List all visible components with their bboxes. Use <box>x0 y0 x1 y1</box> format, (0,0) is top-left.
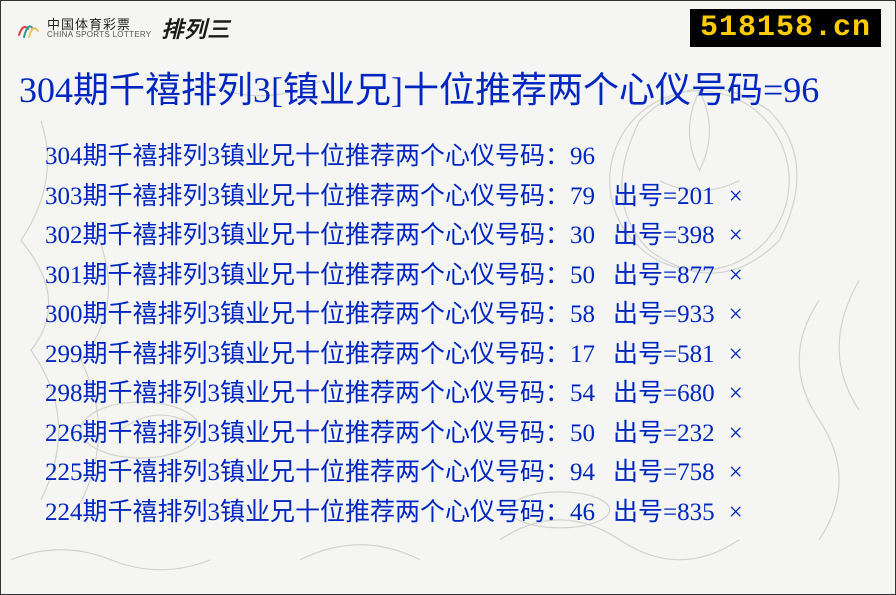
picks-value: 50 <box>570 420 595 447</box>
history-list: 304期千禧排列3镇业兄十位推荐两个心仪号码：96303期千禧排列3镇业兄十位推… <box>1 119 895 532</box>
logo-english-label: CHINA SPORTS LOTTERY <box>47 31 151 39</box>
history-row: 226期千禧排列3镇业兄十位推荐两个心仪号码：50 出号=232 × <box>45 414 895 454</box>
hit-mark: × <box>729 420 743 447</box>
result-value: 201 <box>677 183 715 210</box>
issue-number: 299 <box>45 341 83 368</box>
result-label: 出号= <box>613 183 677 210</box>
result-label: 出号= <box>613 459 677 486</box>
picks-value: 46 <box>570 499 595 526</box>
history-row: 302期千禧排列3镇业兄十位推荐两个心仪号码：30 出号=398 × <box>45 216 895 256</box>
logo-product-name: 排列三 <box>161 12 230 44</box>
hit-mark: × <box>729 222 743 249</box>
result-label: 出号= <box>613 420 677 447</box>
issue-number: 303 <box>45 183 83 210</box>
issue-number: 226 <box>45 420 83 447</box>
row-prefix: 期千禧排列3镇业兄十位推荐两个心仪号码： <box>83 459 571 486</box>
row-prefix: 期千禧排列3镇业兄十位推荐两个心仪号码： <box>83 420 571 447</box>
picks-value: 96 <box>570 143 595 170</box>
result-label: 出号= <box>613 341 677 368</box>
hit-mark: × <box>729 301 743 328</box>
issue-number: 224 <box>45 499 83 526</box>
row-prefix: 期千禧排列3镇业兄十位推荐两个心仪号码： <box>83 341 571 368</box>
picks-value: 79 <box>570 183 595 210</box>
history-row: 225期千禧排列3镇业兄十位推荐两个心仪号码：94 出号=758 × <box>45 453 895 493</box>
issue-number: 300 <box>45 301 83 328</box>
picks-value: 58 <box>570 301 595 328</box>
logo-chinese-label: 中国体育彩票 <box>47 18 151 31</box>
history-row: 298期千禧排列3镇业兄十位推荐两个心仪号码：54 出号=680 × <box>45 374 895 414</box>
hit-mark: × <box>729 341 743 368</box>
result-value: 758 <box>677 459 715 486</box>
row-prefix: 期千禧排列3镇业兄十位推荐两个心仪号码： <box>83 222 571 249</box>
hit-mark: × <box>729 499 743 526</box>
picks-value: 50 <box>570 262 595 289</box>
hit-mark: × <box>729 459 743 486</box>
row-prefix: 期千禧排列3镇业兄十位推荐两个心仪号码： <box>83 499 571 526</box>
row-prefix: 期千禧排列3镇业兄十位推荐两个心仪号码： <box>83 183 571 210</box>
result-value: 581 <box>677 341 715 368</box>
header: 中国体育彩票 CHINA SPORTS LOTTERY 排列三 518158.c… <box>1 1 895 51</box>
issue-number: 225 <box>45 459 83 486</box>
result-value: 232 <box>677 420 715 447</box>
picks-value: 94 <box>570 459 595 486</box>
result-label: 出号= <box>613 380 677 407</box>
result-label: 出号= <box>613 262 677 289</box>
picks-value: 54 <box>570 380 595 407</box>
result-label: 出号= <box>613 499 677 526</box>
issue-number: 304 <box>45 143 83 170</box>
picks-value: 17 <box>570 341 595 368</box>
page-title: 304期千禧排列3[镇业兄]十位推荐两个心仪号码=96 <box>1 51 895 119</box>
result-value: 398 <box>677 222 715 249</box>
row-prefix: 期千禧排列3镇业兄十位推荐两个心仪号码： <box>83 262 571 289</box>
history-row: 301期千禧排列3镇业兄十位推荐两个心仪号码：50 出号=877 × <box>45 256 895 296</box>
hit-mark: × <box>729 183 743 210</box>
history-row: 304期千禧排列3镇业兄十位推荐两个心仪号码：96 <box>45 137 895 177</box>
issue-number: 302 <box>45 222 83 249</box>
row-prefix: 期千禧排列3镇业兄十位推荐两个心仪号码： <box>83 301 571 328</box>
issue-number: 301 <box>45 262 83 289</box>
hit-mark: × <box>729 380 743 407</box>
history-row: 303期千禧排列3镇业兄十位推荐两个心仪号码：79 出号=201 × <box>45 177 895 217</box>
result-value: 933 <box>677 301 715 328</box>
row-prefix: 期千禧排列3镇业兄十位推荐两个心仪号码： <box>83 380 571 407</box>
row-prefix: 期千禧排列3镇业兄十位推荐两个心仪号码： <box>83 143 571 170</box>
result-value: 680 <box>677 380 715 407</box>
result-value: 877 <box>677 262 715 289</box>
issue-number: 298 <box>45 380 83 407</box>
lottery-logo: 中国体育彩票 CHINA SPORTS LOTTERY 排列三 <box>15 12 230 44</box>
picks-value: 30 <box>570 222 595 249</box>
lottery-logo-icon <box>15 15 41 41</box>
result-value: 835 <box>677 499 715 526</box>
history-row: 300期千禧排列3镇业兄十位推荐两个心仪号码：58 出号=933 × <box>45 295 895 335</box>
result-label: 出号= <box>613 222 677 249</box>
result-label: 出号= <box>613 301 677 328</box>
site-url-badge: 518158.cn <box>690 9 881 47</box>
history-row: 224期千禧排列3镇业兄十位推荐两个心仪号码：46 出号=835 × <box>45 493 895 533</box>
history-row: 299期千禧排列3镇业兄十位推荐两个心仪号码：17 出号=581 × <box>45 335 895 375</box>
hit-mark: × <box>729 262 743 289</box>
